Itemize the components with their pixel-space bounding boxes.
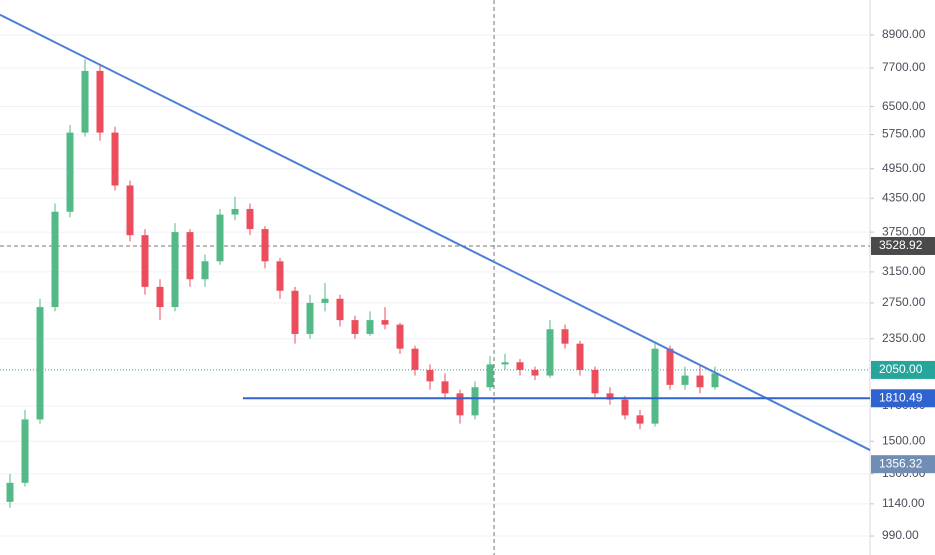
y-tick-label: 8900.00 bbox=[882, 27, 926, 41]
candle-body bbox=[411, 348, 419, 370]
candle-body bbox=[246, 208, 254, 230]
price-label-box bbox=[871, 360, 935, 379]
candle-body bbox=[426, 369, 434, 382]
candle-body bbox=[276, 261, 284, 291]
candle-body bbox=[6, 482, 14, 502]
y-tick-label: 4350.00 bbox=[882, 190, 926, 204]
candle-body bbox=[96, 70, 104, 133]
trend-line bbox=[0, 13, 871, 451]
candle-body bbox=[51, 211, 59, 308]
candle-body bbox=[561, 329, 569, 344]
candle-body bbox=[606, 393, 614, 400]
candle-body bbox=[336, 298, 344, 321]
y-tick-label: 6500.00 bbox=[882, 99, 926, 113]
candle-body bbox=[441, 381, 449, 394]
price-label-box bbox=[871, 389, 935, 408]
candle-body bbox=[681, 375, 689, 385]
candle-body bbox=[171, 232, 179, 308]
candle-body bbox=[21, 419, 29, 483]
candle-body bbox=[621, 399, 629, 416]
candle-body bbox=[366, 320, 374, 334]
candle-body bbox=[666, 348, 674, 385]
y-tick-label: 990.00 bbox=[882, 528, 919, 542]
candle-body bbox=[261, 229, 269, 262]
y-tick-label: 2350.00 bbox=[882, 331, 926, 345]
candle-body bbox=[156, 286, 164, 308]
candle-body bbox=[126, 185, 134, 236]
candle-body bbox=[471, 387, 479, 416]
candle-body bbox=[111, 132, 119, 186]
price-label: 3528.92 bbox=[879, 238, 923, 252]
price-label-box bbox=[871, 236, 935, 255]
candle-body bbox=[351, 320, 359, 334]
candle-body bbox=[381, 320, 389, 325]
candle-body bbox=[66, 132, 74, 212]
price-label: 2050.00 bbox=[879, 362, 923, 376]
candle-body bbox=[651, 348, 659, 424]
y-tick-label: 3150.00 bbox=[882, 264, 926, 278]
y-tick-label: 3750.00 bbox=[882, 224, 926, 238]
candle-body bbox=[501, 362, 509, 365]
price-label: 1810.49 bbox=[879, 390, 923, 404]
candle-body bbox=[636, 415, 644, 424]
y-tick-label: 1140.00 bbox=[882, 496, 925, 510]
candle-body bbox=[81, 70, 89, 133]
candle-body bbox=[321, 298, 329, 303]
candle-body bbox=[186, 232, 194, 280]
candle-body bbox=[216, 214, 224, 262]
candle-body bbox=[546, 329, 554, 376]
candle-body bbox=[516, 362, 524, 370]
candle-body bbox=[696, 375, 704, 388]
candle-body bbox=[36, 307, 44, 420]
y-tick-label: 1500.00 bbox=[882, 433, 926, 447]
y-tick-label: 7700.00 bbox=[882, 60, 926, 74]
candle-body bbox=[486, 364, 494, 388]
candle-body bbox=[576, 343, 584, 370]
candle-body bbox=[306, 302, 314, 334]
price-label: 1356.32 bbox=[879, 456, 923, 470]
candle-body bbox=[141, 235, 149, 287]
y-tick-label: 4950.00 bbox=[882, 161, 926, 175]
candle-body bbox=[591, 369, 599, 394]
candle-body bbox=[231, 208, 239, 215]
candle-body bbox=[291, 290, 299, 334]
candle-body bbox=[396, 324, 404, 349]
y-tick-label: 2750.00 bbox=[882, 295, 926, 309]
candle-body bbox=[456, 393, 464, 416]
candle-body bbox=[531, 369, 539, 376]
candle-body bbox=[201, 261, 209, 280]
candle-body bbox=[711, 373, 719, 388]
price-label-box bbox=[871, 455, 935, 474]
y-tick-label: 5750.00 bbox=[882, 127, 926, 141]
